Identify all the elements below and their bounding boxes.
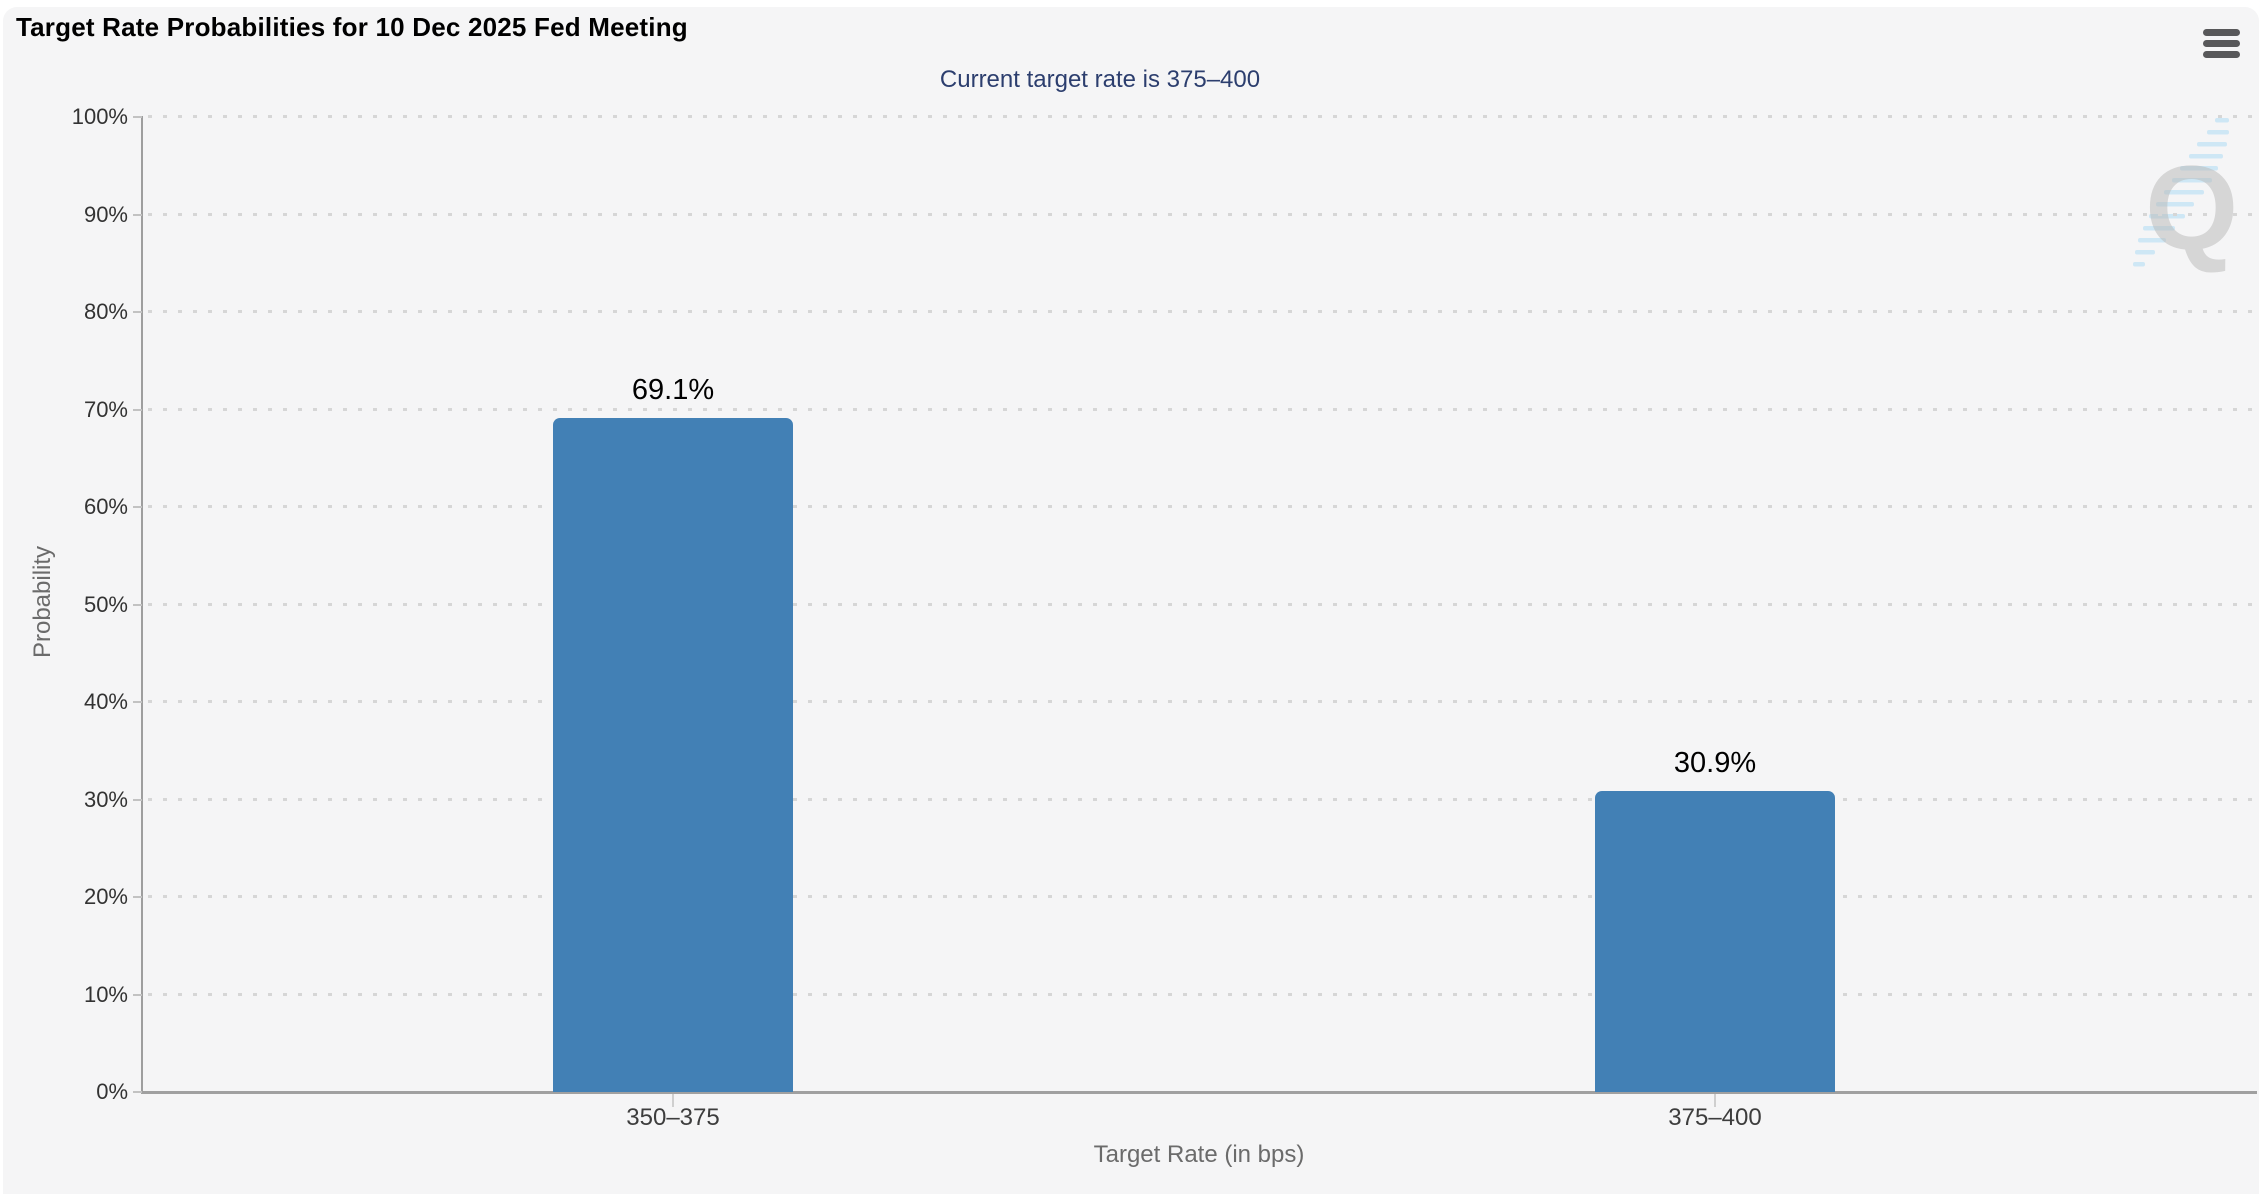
chart-title: Target Rate Probabilities for 10 Dec 202… <box>16 12 688 42</box>
x-axis-line <box>141 1091 2257 1094</box>
y-axis-tick-label: 50% <box>83 591 128 617</box>
y-axis-tick <box>133 701 142 703</box>
x-axis-tick-label: 350–375 <box>626 1104 720 1131</box>
x-axis-tick-label: 375–400 <box>1668 1104 1762 1131</box>
y-axis-tick <box>133 1091 142 1093</box>
gridline <box>148 115 2256 118</box>
y-axis-tick <box>133 798 142 801</box>
y-axis-line <box>141 116 143 1093</box>
x-axis-tick <box>672 1094 674 1107</box>
y-axis-tick-label: 10% <box>83 981 128 1007</box>
x-axis-tick <box>1714 1094 1716 1107</box>
gridline <box>148 310 2256 313</box>
watermark-letter: Q <box>2145 141 2238 275</box>
hamburger-menu-icon <box>2203 51 2240 58</box>
gridline <box>148 700 2256 703</box>
y-axis-tick-label: 60% <box>83 494 128 519</box>
y-axis-tick-label: 70% <box>83 396 128 422</box>
y-axis-tick <box>133 408 142 411</box>
y-axis-tick-label: 30% <box>83 786 128 812</box>
bar[interactable] <box>1595 790 1835 1092</box>
bar-value-label: 30.9% <box>1673 746 1757 779</box>
gridline <box>148 602 2256 606</box>
y-axis-tick <box>133 311 142 313</box>
chart-card <box>3 7 2259 1194</box>
hamburger-menu-icon <box>2203 40 2240 47</box>
y-axis-tick-label: 90% <box>83 201 128 227</box>
hamburger-menu-button[interactable] <box>2203 29 2241 62</box>
y-axis-tick <box>133 116 142 118</box>
quikstrike-logo-watermark: Q <box>2133 118 2238 275</box>
y-axis-tick <box>133 213 142 216</box>
gridline <box>148 797 2256 801</box>
gridline <box>148 212 2256 216</box>
y-axis-tick-label: 0% <box>96 1079 128 1104</box>
x-axis-title: Target Rate (in bps) <box>1093 1141 1305 1168</box>
y-axis-tick-label: 20% <box>83 884 128 909</box>
gridline <box>148 407 2256 411</box>
chart-subtitle: Current target rate is 375–400 <box>939 66 1261 93</box>
bar-value-label: 69.1% <box>631 374 715 407</box>
y-axis-tick-label: 100% <box>71 104 128 129</box>
gridline <box>148 992 2256 996</box>
y-axis-tick <box>133 993 142 996</box>
y-axis-tick-label: 80% <box>83 299 128 324</box>
hamburger-menu-icon <box>2203 29 2240 36</box>
gridline <box>148 505 2256 508</box>
y-axis-tick <box>133 506 142 508</box>
bar[interactable] <box>553 418 793 1092</box>
y-axis-tick-label: 40% <box>83 689 128 714</box>
y-axis-tick <box>133 896 142 898</box>
gridline <box>148 895 2256 898</box>
y-axis-tick <box>133 603 142 606</box>
